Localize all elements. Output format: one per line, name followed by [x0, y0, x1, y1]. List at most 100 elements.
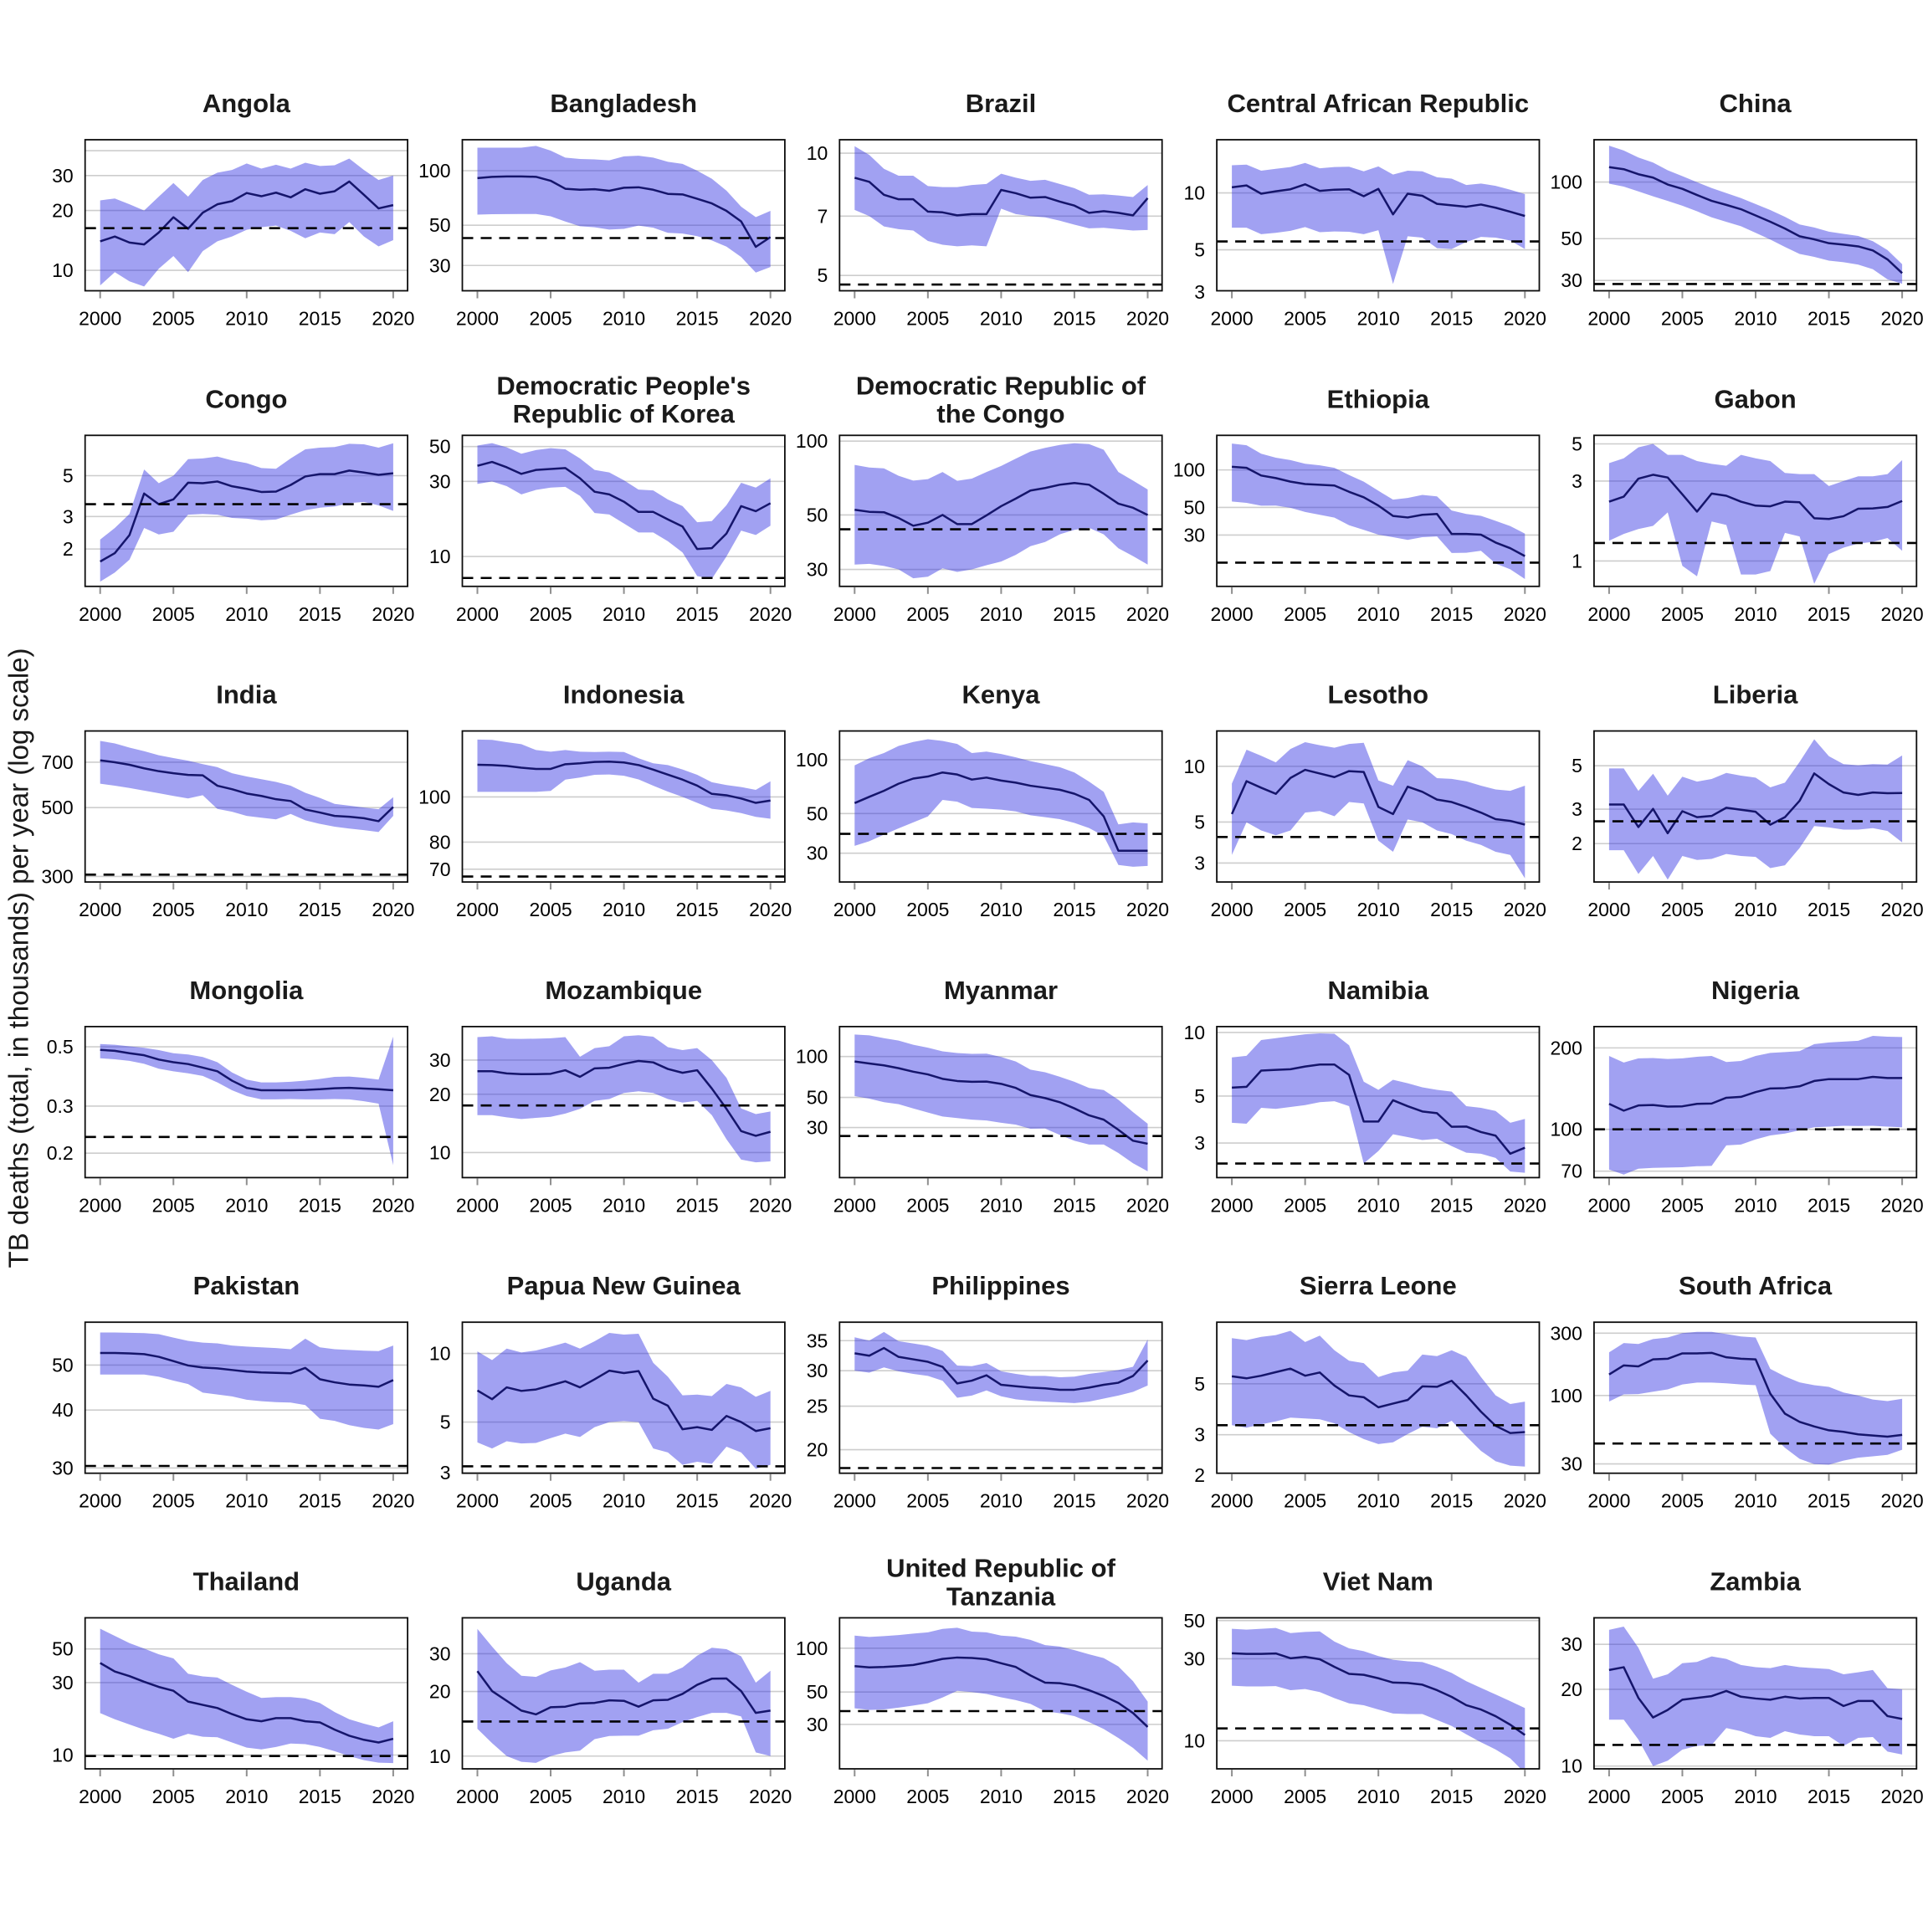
- svg-text:3: 3: [1194, 281, 1205, 303]
- svg-text:2005: 2005: [1284, 1786, 1326, 1807]
- svg-text:2015: 2015: [676, 1490, 719, 1512]
- svg-text:2020: 2020: [1504, 1194, 1546, 1216]
- svg-text:2: 2: [63, 538, 74, 560]
- svg-text:2010: 2010: [225, 1490, 268, 1512]
- svg-text:Brazil: Brazil: [966, 89, 1036, 118]
- svg-text:2020: 2020: [1126, 899, 1169, 920]
- svg-text:5: 5: [818, 264, 828, 286]
- svg-text:30: 30: [52, 1457, 74, 1478]
- svg-text:2010: 2010: [602, 1194, 645, 1216]
- svg-text:2000: 2000: [1587, 1786, 1630, 1807]
- svg-text:2000: 2000: [1211, 308, 1254, 330]
- svg-text:2015: 2015: [676, 1194, 719, 1216]
- svg-text:10: 10: [1561, 1755, 1582, 1777]
- svg-text:2015: 2015: [1430, 899, 1473, 920]
- svg-text:2000: 2000: [1587, 603, 1630, 625]
- svg-text:70: 70: [1561, 1161, 1582, 1182]
- svg-text:2005: 2005: [1284, 1194, 1326, 1216]
- svg-text:2020: 2020: [1126, 1786, 1169, 1807]
- svg-text:2020: 2020: [372, 603, 414, 625]
- svg-text:100: 100: [796, 430, 828, 452]
- svg-text:2005: 2005: [1284, 1490, 1326, 1512]
- svg-text:3: 3: [1194, 852, 1205, 874]
- svg-text:2015: 2015: [1430, 1194, 1473, 1216]
- svg-text:2020: 2020: [1504, 1490, 1546, 1512]
- svg-text:2020: 2020: [1504, 899, 1546, 920]
- svg-text:30: 30: [807, 843, 828, 864]
- svg-text:2000: 2000: [833, 899, 876, 920]
- svg-text:2005: 2005: [1661, 308, 1704, 330]
- svg-text:2015: 2015: [676, 899, 719, 920]
- svg-text:Indonesia: Indonesia: [563, 680, 685, 710]
- svg-text:2010: 2010: [1357, 308, 1400, 330]
- svg-text:2015: 2015: [1808, 603, 1850, 625]
- svg-text:2000: 2000: [833, 603, 876, 625]
- svg-text:3: 3: [1194, 1132, 1205, 1154]
- svg-text:3: 3: [63, 505, 74, 527]
- svg-text:2010: 2010: [980, 1194, 1023, 1216]
- svg-text:2005: 2005: [1284, 899, 1326, 920]
- svg-text:10: 10: [429, 1343, 451, 1365]
- svg-text:2010: 2010: [1357, 603, 1400, 625]
- svg-text:2010: 2010: [1357, 899, 1400, 920]
- svg-text:10: 10: [1184, 756, 1206, 777]
- svg-text:2010: 2010: [1734, 1194, 1777, 1216]
- svg-text:3: 3: [1572, 470, 1582, 492]
- svg-text:2015: 2015: [1430, 1786, 1473, 1807]
- svg-text:2010: 2010: [602, 603, 645, 625]
- svg-text:2020: 2020: [1881, 603, 1924, 625]
- svg-text:Myanmar: Myanmar: [944, 976, 1058, 1005]
- svg-text:5: 5: [1572, 755, 1582, 776]
- svg-text:2020: 2020: [749, 603, 792, 625]
- svg-text:Pakistan: Pakistan: [193, 1271, 300, 1300]
- svg-text:2000: 2000: [1211, 1490, 1254, 1512]
- svg-text:2: 2: [1572, 833, 1582, 854]
- svg-text:2000: 2000: [456, 1194, 499, 1216]
- svg-text:2015: 2015: [1430, 603, 1473, 625]
- svg-text:2005: 2005: [529, 1490, 572, 1512]
- svg-text:5: 5: [1194, 1085, 1205, 1107]
- svg-text:Central African Republic: Central African Republic: [1228, 89, 1530, 118]
- svg-text:2020: 2020: [1504, 603, 1546, 625]
- svg-text:10: 10: [1184, 1022, 1206, 1043]
- svg-text:50: 50: [807, 1681, 828, 1703]
- svg-text:Zambia: Zambia: [1710, 1567, 1801, 1596]
- svg-text:Bangladesh: Bangladesh: [550, 89, 697, 118]
- svg-text:2020: 2020: [372, 1490, 414, 1512]
- svg-text:2005: 2005: [529, 1786, 572, 1807]
- svg-text:30: 30: [807, 1714, 828, 1735]
- svg-text:35: 35: [807, 1330, 828, 1351]
- svg-text:20: 20: [52, 200, 74, 222]
- svg-text:50: 50: [807, 1087, 828, 1109]
- svg-text:Democratic Republic of: Democratic Republic of: [856, 371, 1146, 400]
- svg-text:2010: 2010: [980, 1786, 1023, 1807]
- svg-text:2000: 2000: [1211, 899, 1254, 920]
- svg-text:50: 50: [52, 1638, 74, 1660]
- svg-text:40: 40: [52, 1399, 74, 1421]
- svg-text:2015: 2015: [1053, 899, 1095, 920]
- svg-text:2020: 2020: [1881, 1194, 1924, 1216]
- svg-text:2020: 2020: [1504, 308, 1546, 330]
- svg-text:Viet Nam: Viet Nam: [1323, 1567, 1433, 1596]
- svg-text:2010: 2010: [1357, 1194, 1400, 1216]
- svg-text:2000: 2000: [1211, 603, 1254, 625]
- svg-text:2015: 2015: [1808, 899, 1850, 920]
- svg-text:3: 3: [1194, 1424, 1205, 1446]
- svg-text:Mongolia: Mongolia: [189, 976, 304, 1005]
- svg-text:China: China: [1720, 89, 1792, 118]
- svg-text:2015: 2015: [299, 899, 341, 920]
- svg-text:30: 30: [1561, 1633, 1582, 1655]
- svg-text:2005: 2005: [152, 899, 195, 920]
- svg-text:2020: 2020: [749, 1490, 792, 1512]
- svg-text:300: 300: [41, 865, 73, 887]
- svg-text:3: 3: [440, 1462, 451, 1484]
- svg-text:2005: 2005: [152, 1490, 195, 1512]
- svg-text:2005: 2005: [906, 1490, 949, 1512]
- svg-text:2000: 2000: [1211, 1194, 1254, 1216]
- svg-text:Tanzania: Tanzania: [946, 1581, 1056, 1611]
- svg-text:2015: 2015: [299, 1786, 341, 1807]
- svg-text:30: 30: [1561, 1453, 1582, 1475]
- svg-text:5: 5: [440, 1412, 451, 1433]
- svg-text:2005: 2005: [529, 308, 572, 330]
- svg-text:70: 70: [429, 858, 451, 880]
